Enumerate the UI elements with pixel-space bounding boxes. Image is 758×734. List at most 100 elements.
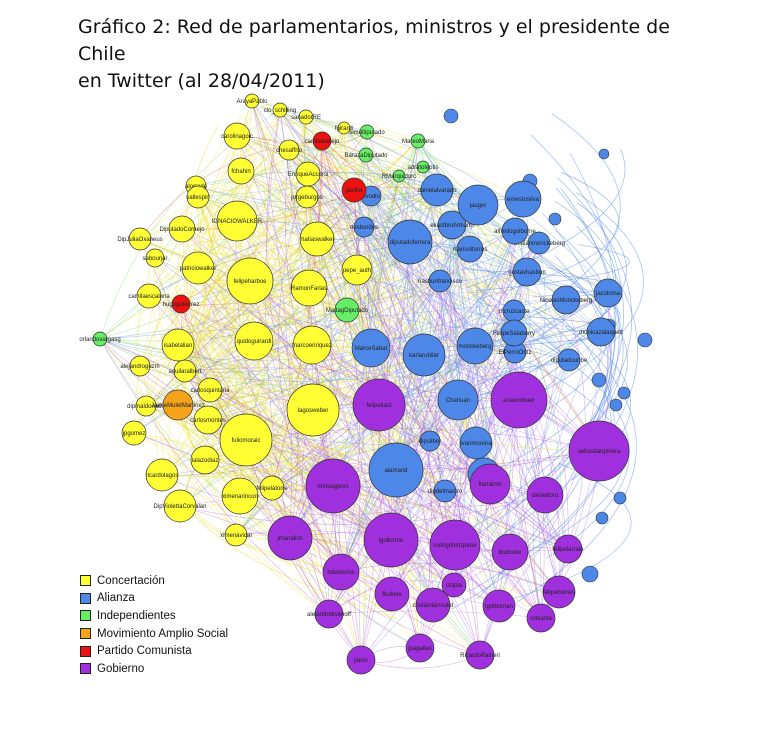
network-edge	[175, 258, 393, 609]
network-node: adratoleptis	[407, 160, 439, 174]
network-edge	[145, 399, 459, 436]
node-circle	[358, 147, 374, 163]
node-label: sanadorRE	[291, 115, 321, 121]
network-node: lgolboman	[482, 589, 516, 623]
node-label: isabelalian	[164, 343, 192, 349]
network-edge	[378, 230, 516, 406]
network-edge	[251, 100, 528, 273]
network-edge	[390, 280, 441, 541]
network-edge	[207, 419, 481, 656]
network-edge	[363, 226, 459, 401]
node-circle	[292, 325, 332, 365]
node-label: quidoguirardi	[237, 339, 272, 345]
network-edge	[439, 280, 481, 656]
network-edge	[343, 127, 431, 442]
node-label: ctapia	[446, 583, 463, 589]
node-circle	[557, 348, 581, 372]
network-node: felipeharboe	[226, 257, 274, 305]
network-edge	[207, 309, 348, 421]
network-node: jpagallas	[405, 633, 435, 663]
network-edge	[306, 196, 425, 356]
network-node: diputadoferrera	[387, 219, 433, 265]
node-label: lgolboman	[485, 604, 513, 610]
network-node: anavonbaer	[490, 371, 548, 429]
node-circle	[526, 603, 556, 633]
node-label: felipelarrain	[552, 547, 583, 553]
network-edge	[514, 134, 624, 509]
network-node	[548, 212, 562, 226]
network-edge	[271, 230, 516, 489]
network-edge	[390, 198, 524, 541]
node-label: BarazaDiputado	[344, 153, 388, 159]
network-node: clo_schilling	[264, 102, 296, 118]
node-circle	[429, 519, 481, 571]
node-circle	[227, 157, 255, 185]
network-node: lagosweber	[286, 383, 340, 437]
network-edge	[451, 224, 542, 619]
network-edge	[363, 226, 459, 401]
node-circle	[465, 640, 495, 670]
node-label: jpgomez	[122, 431, 146, 437]
network-edge	[271, 440, 431, 489]
node-circle	[244, 93, 260, 109]
network-edge	[311, 344, 500, 607]
network-edge	[522, 192, 644, 403]
network-edge	[99, 331, 602, 381]
node-label: felipebulnes	[543, 590, 575, 596]
node-label: camilaescalona	[128, 294, 170, 300]
legend-swatch-movimiento-amplio-social	[80, 628, 91, 640]
node-label: RamonFarias	[291, 286, 327, 292]
node-label: jacoloma	[595, 291, 621, 297]
network-node: JaimeMuletMartinez	[151, 389, 205, 421]
node-label: anavonbaer	[503, 398, 535, 404]
network-edge	[356, 269, 570, 361]
network-edge	[434, 280, 481, 656]
network-edge	[148, 295, 362, 661]
network-edge	[251, 100, 355, 191]
network-edge	[235, 533, 434, 606]
network-edge	[311, 344, 491, 485]
node-label: fgirardi	[335, 126, 353, 132]
node-circle	[456, 327, 494, 365]
network-edge	[133, 432, 434, 606]
network-edge	[212, 163, 386, 326]
node-label: alejandroksenoff	[307, 612, 351, 618]
node-circle	[459, 426, 493, 460]
network-edge	[139, 109, 281, 367]
title-line-1: Gráfico 2: Red de parlamentarios, minist…	[78, 16, 670, 65]
network-node: pepe_auth	[341, 254, 373, 286]
network-edge	[271, 241, 411, 489]
node-circle	[501, 217, 529, 245]
network-edge	[189, 235, 362, 265]
network-node: IGNACIOWALKER	[212, 200, 263, 242]
network-node: camilaescalona	[128, 283, 170, 309]
network-edge	[139, 365, 380, 406]
network-edge	[251, 100, 455, 586]
network-edge	[288, 133, 419, 151]
node-label: IGNACIOWALKER	[212, 219, 263, 225]
node-label: flarrainm	[478, 482, 501, 488]
node-label: hasbunfrancisco	[418, 279, 462, 285]
network-edge	[135, 295, 150, 407]
network-edge	[370, 195, 569, 550]
network-edge	[139, 363, 380, 406]
network-node: DipJuliaOxaneus	[117, 227, 163, 251]
legend-label-movimiento-amplio-social: Movimiento Amplio Social	[97, 627, 229, 640]
network-node	[581, 565, 599, 583]
network-edge	[195, 185, 358, 271]
network-edge	[235, 280, 251, 497]
network-edge	[236, 140, 419, 222]
network-edge	[271, 309, 348, 489]
network-node: ElPerroOrtiz	[499, 340, 531, 364]
network-edge	[469, 248, 545, 619]
node-label: orlandovargasg	[79, 337, 120, 343]
node-circle	[353, 216, 375, 238]
node-label: felipekast	[366, 403, 392, 409]
node-label: cvlkanta	[530, 616, 553, 622]
network-node	[613, 491, 627, 505]
node-circle	[351, 328, 391, 368]
node-circle	[162, 389, 194, 421]
node-circle	[337, 121, 351, 135]
node-circle	[482, 589, 516, 623]
network-edge	[463, 113, 621, 348]
